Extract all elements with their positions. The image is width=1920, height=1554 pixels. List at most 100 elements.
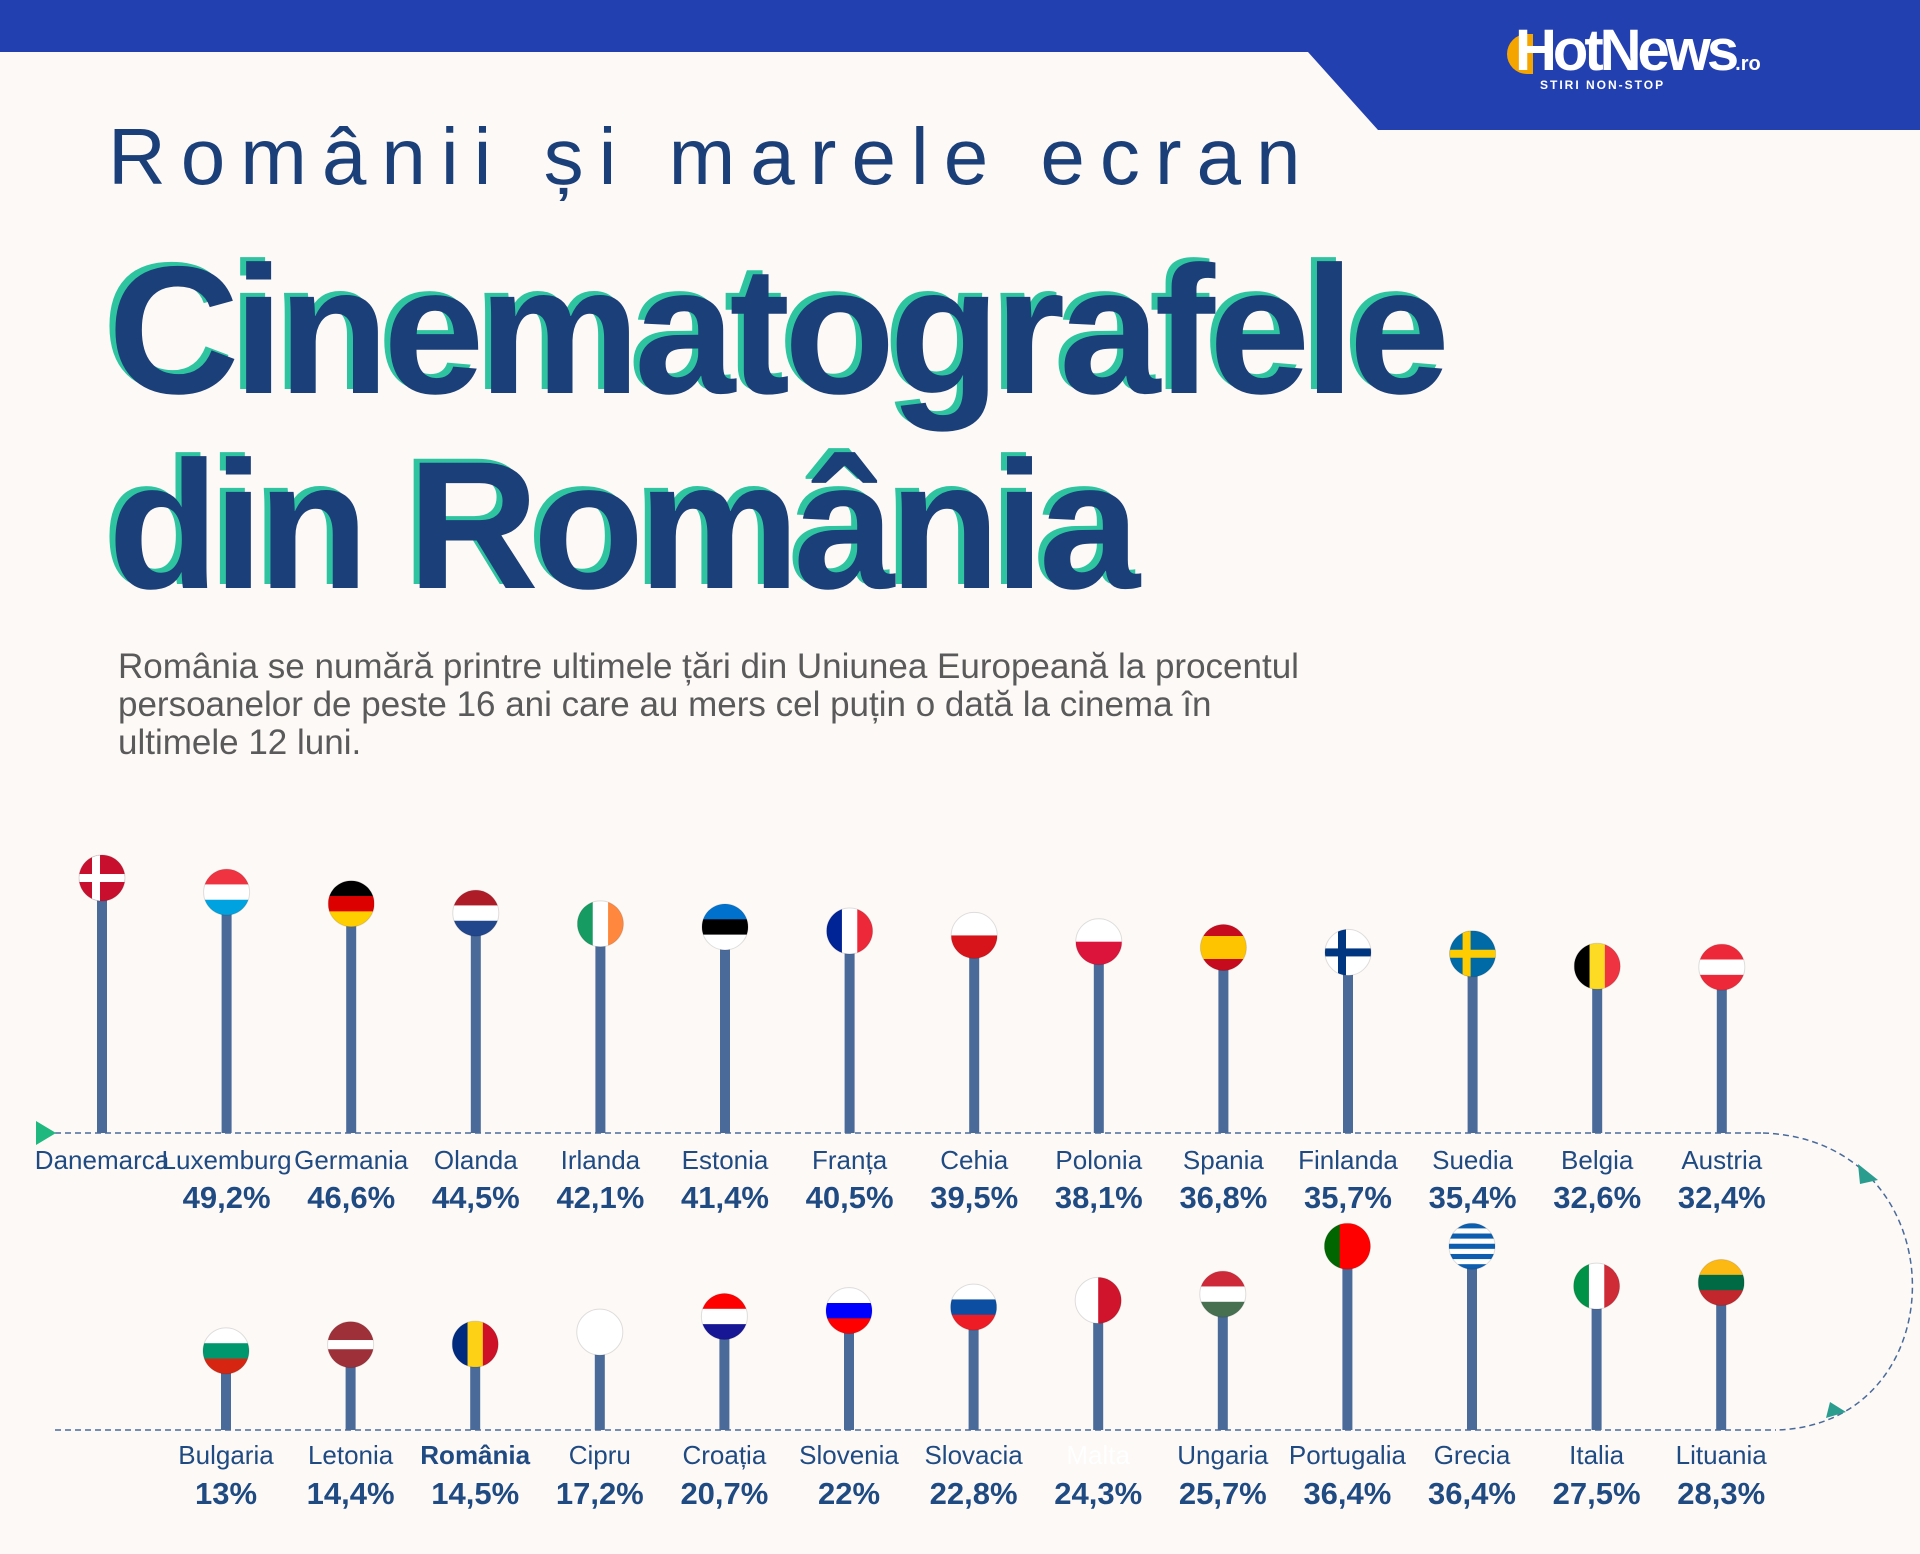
- country-name: Estonia: [681, 1145, 769, 1175]
- bar-danemarca: [78, 854, 126, 1133]
- lollipop-stick: [1343, 952, 1353, 1133]
- finlanda-flag-icon: [1325, 929, 1371, 976]
- value-label: 13%: [194, 1476, 258, 1511]
- country-name: Slovenia: [799, 1440, 899, 1470]
- lollipop-stick: [720, 926, 730, 1133]
- value-label: 49,2%: [182, 1180, 271, 1215]
- bulgaria-flag-icon: [203, 1327, 249, 1374]
- estonia-flag-icon: [702, 903, 748, 950]
- lollipop-stick: [97, 878, 107, 1133]
- lollipop-stick: [470, 913, 481, 1133]
- hotnews-logo[interactable]: HotNews.ro STIRI NON-STOP: [1507, 22, 1761, 92]
- bar-românia: [451, 1320, 499, 1430]
- value-label: 42,1%: [556, 1180, 645, 1215]
- lollipop-stick: [1467, 953, 1478, 1133]
- country-name: Belgia: [1561, 1145, 1634, 1175]
- country-name: Germania: [294, 1145, 409, 1175]
- bar-italia: [1573, 1262, 1621, 1430]
- luxemburg-flag-icon: [203, 869, 250, 916]
- country-name: Finlanda: [1298, 1145, 1398, 1175]
- value-label: 24,3%: [1054, 1476, 1143, 1511]
- value-label: 36,4%: [1428, 1476, 1516, 1511]
- country-name: Letonia: [307, 1440, 394, 1470]
- bar-grecia: [1448, 1222, 1496, 1430]
- bar-franța: [826, 907, 874, 1133]
- suedia-flag-icon: [1449, 930, 1496, 977]
- bar-bulgaria: [202, 1327, 250, 1430]
- irlanda-flag-icon: [577, 900, 624, 947]
- country-name: Irlanda: [560, 1145, 641, 1175]
- value-label: 17,2%: [555, 1476, 644, 1511]
- letonia-flag-icon: [327, 1321, 374, 1368]
- start-arrow-icon: [36, 1121, 56, 1145]
- value-label: 28,3%: [1677, 1476, 1766, 1511]
- bar-lituania: [1697, 1258, 1745, 1430]
- country-name: Malta: [1066, 1440, 1130, 1470]
- arrow-icon: [1858, 1164, 1878, 1184]
- lollipop-stick: [1093, 1300, 1104, 1430]
- bar-portugalia: [1323, 1222, 1371, 1430]
- country-name: România: [420, 1440, 531, 1470]
- bar-croația: [700, 1292, 748, 1430]
- lollipop-stick: [1467, 1246, 1477, 1430]
- bar-ungaria: [1199, 1270, 1247, 1430]
- value-label: 38,1%: [1054, 1180, 1143, 1215]
- slovenia-flag-icon: [826, 1287, 872, 1334]
- value-label: 35,4%: [1428, 1180, 1517, 1215]
- country-name: Luxemburg: [161, 1145, 292, 1175]
- country-name: Olanda: [433, 1145, 518, 1175]
- lituania-flag-icon: [1698, 1259, 1745, 1306]
- bar-malta: [1074, 1276, 1122, 1430]
- value-label: 27,5%: [1552, 1476, 1641, 1511]
- lollipop-stick: [1591, 1286, 1602, 1430]
- value-label: 14,5%: [431, 1476, 520, 1511]
- value-label: 40,5%: [805, 1180, 894, 1215]
- lollipop-stick: [844, 1310, 854, 1430]
- cipru-flag-icon: [576, 1309, 623, 1356]
- country-name: Lituania: [1675, 1440, 1767, 1470]
- country-name: Suedia: [1432, 1145, 1514, 1175]
- danemarca-flag-icon: [79, 855, 125, 901]
- kicker-title: Românii și marele ecran: [108, 112, 1316, 201]
- bar-cipru: [576, 1308, 624, 1430]
- austria-flag-icon: [1698, 944, 1745, 991]
- bar-austria: [1698, 943, 1746, 1133]
- country-name: Cipru: [568, 1440, 631, 1470]
- value-label: 36,8%: [1179, 1180, 1268, 1215]
- value-label: 22%: [817, 1476, 881, 1511]
- lollipop-stick: [1218, 947, 1229, 1133]
- germania-flag-icon: [328, 880, 375, 927]
- slovacia-flag-icon: [950, 1284, 997, 1331]
- lead-paragraph: România se numără printre ultimele țări …: [118, 647, 1299, 762]
- header-bar: [0, 0, 1920, 130]
- row-connector: [1762, 1132, 1914, 1431]
- sun-icon: [1507, 34, 1533, 74]
- logo-text: HotNews: [1515, 18, 1739, 83]
- logo-tagline: STIRI NON-STOP: [1540, 78, 1666, 92]
- bar-germania: [327, 880, 375, 1133]
- page-title-line2: din România: [108, 423, 1140, 627]
- lollipop-stick: [470, 1344, 481, 1430]
- bar-slovacia: [950, 1283, 998, 1430]
- bar-slovenia: [825, 1287, 873, 1430]
- country-name: Franța: [812, 1145, 888, 1175]
- lollipop-stick: [345, 1344, 356, 1430]
- value-label: 35,7%: [1304, 1180, 1392, 1215]
- country-name: Croația: [682, 1440, 767, 1470]
- lollipop-stick: [595, 923, 606, 1133]
- lollipop-stick: [1217, 1294, 1228, 1430]
- lollipop-stick: [221, 892, 232, 1133]
- cehia-flag-icon: [951, 912, 998, 959]
- bar-luxemburg: [203, 868, 251, 1133]
- country-name: Bulgaria: [178, 1440, 274, 1470]
- value-label: 32,4%: [1677, 1180, 1766, 1215]
- portugalia-flag-icon: [1324, 1223, 1371, 1270]
- franța-flag-icon: [826, 907, 873, 954]
- croația-flag-icon: [701, 1293, 748, 1340]
- bar-olanda: [452, 889, 500, 1133]
- country-name: Austria: [1681, 1145, 1763, 1175]
- value-label: 14,4%: [306, 1476, 395, 1511]
- page-title-line1: Cinematografele: [108, 228, 1450, 432]
- value-label: 39,5%: [930, 1180, 1019, 1215]
